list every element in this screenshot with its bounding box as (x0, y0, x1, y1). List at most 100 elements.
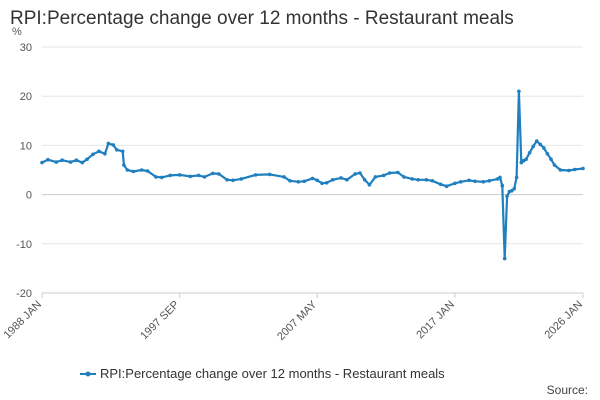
data-point (505, 194, 509, 198)
data-point (558, 168, 563, 172)
data-point (80, 160, 85, 165)
data-point (282, 175, 286, 179)
data-point (424, 178, 429, 182)
data-point (217, 172, 221, 176)
data-point (103, 152, 107, 156)
data-point (367, 183, 372, 187)
data-point (416, 178, 420, 182)
data-point (239, 177, 244, 181)
legend-marker-swatch (85, 371, 91, 377)
data-point (139, 168, 144, 172)
data-point (473, 179, 477, 184)
series-layer (40, 89, 585, 261)
data-point (68, 160, 73, 164)
data-point (145, 169, 150, 173)
data-point (502, 256, 507, 261)
data-point (467, 178, 471, 183)
data-point (345, 178, 349, 182)
data-point (324, 181, 329, 185)
data-point (373, 175, 378, 179)
data-point (231, 178, 235, 183)
data-point (358, 171, 362, 175)
data-point (177, 173, 182, 177)
data-point (330, 178, 335, 182)
data-point (302, 179, 307, 184)
data-point (106, 141, 111, 146)
data-point (552, 163, 557, 167)
data-point (498, 175, 502, 180)
data-point (519, 160, 524, 165)
legend[interactable]: RPI:Percentage change over 12 months - R… (80, 366, 445, 381)
data-point (91, 152, 95, 157)
x-tick-label: 2007 MAY (275, 298, 320, 343)
x-tick-label: 2026 JAN (542, 299, 585, 342)
data-point (211, 171, 215, 176)
y-tick-label: -20 (16, 288, 32, 300)
y-axis-ticks: -20 -10 0 10 20 30 (16, 42, 32, 300)
data-point (459, 180, 463, 184)
data-point (512, 186, 516, 191)
data-point (339, 176, 343, 180)
data-point (74, 158, 79, 162)
data-point (410, 177, 415, 181)
data-point (154, 175, 158, 179)
data-point (487, 179, 492, 183)
data-point (320, 181, 324, 186)
data-point (567, 168, 571, 173)
data-point (202, 175, 207, 179)
data-point (296, 180, 301, 184)
data-point (85, 157, 89, 161)
chart-title: RPI:Percentage change over 12 months - R… (10, 8, 514, 29)
data-point (517, 89, 521, 94)
data-point (510, 188, 514, 193)
data-point (481, 180, 486, 184)
y-tick-label: 0 (26, 190, 32, 202)
x-tick-label: 1997 SEP (138, 299, 182, 343)
data-point (125, 168, 130, 172)
y-tick-label: 30 (20, 42, 32, 54)
data-point (524, 157, 528, 161)
data-point (253, 173, 258, 177)
data-point (60, 158, 64, 162)
data-point (438, 182, 443, 187)
data-point (315, 178, 320, 183)
data-point (310, 176, 315, 181)
data-point (527, 151, 532, 155)
data-point (97, 149, 101, 154)
data-point (430, 179, 435, 183)
x-tick-label: 2017 JAN (414, 299, 457, 342)
data-point (114, 148, 119, 152)
x-tick-label: 1988 JAN (1, 299, 44, 342)
data-point (196, 173, 201, 178)
data-point (444, 184, 449, 188)
data-point (268, 172, 272, 177)
data-point (534, 139, 539, 143)
data-point (225, 178, 229, 182)
data-point (402, 175, 406, 179)
data-point (538, 142, 543, 147)
source-note: Source: (547, 383, 588, 397)
data-point (514, 175, 519, 180)
data-point (160, 175, 164, 180)
data-point (572, 167, 577, 172)
data-point (387, 171, 392, 175)
data-point (453, 181, 457, 186)
y-axis-unit-label: % (12, 26, 22, 38)
data-point (122, 163, 126, 167)
data-point (545, 152, 550, 156)
data-point (531, 144, 535, 149)
data-point (120, 149, 125, 154)
data-point (381, 173, 386, 178)
data-point (131, 169, 136, 174)
data-point (542, 146, 546, 150)
y-tick-label: -10 (16, 239, 32, 251)
data-point (46, 157, 50, 162)
data-point (581, 166, 585, 171)
grid-layer (42, 46, 583, 294)
series-line (41, 90, 584, 260)
y-tick-label: 10 (20, 140, 32, 152)
data-point (111, 143, 115, 147)
data-point (54, 160, 58, 164)
data-point (168, 173, 172, 178)
